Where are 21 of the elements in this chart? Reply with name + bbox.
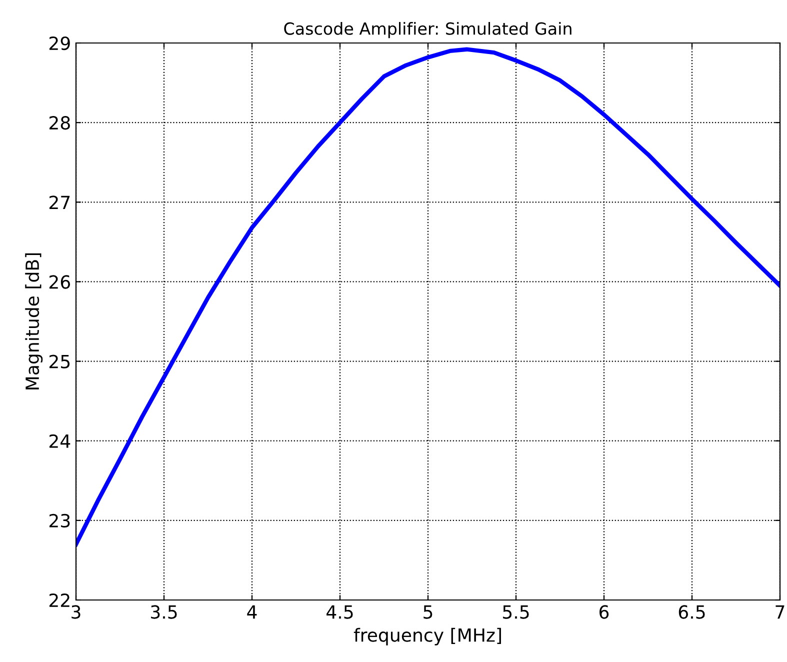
x-tick-label: 6	[600, 605, 609, 619]
x-tick-label: 7	[776, 605, 784, 619]
chart-title: Cascode Amplifier: Simulated Gain	[284, 22, 572, 38]
x-axis-title: frequency [MHz]	[354, 628, 501, 646]
x-tick-label: 5	[424, 605, 432, 619]
x-tick-label: 4.5	[326, 605, 353, 619]
x-tick-label: 6.5	[678, 605, 705, 619]
y-tick-label: 28	[49, 116, 70, 130]
x-tick-label: 3	[72, 605, 80, 619]
y-tick-label: 24	[49, 434, 70, 448]
x-tick-label: 3.5	[151, 605, 177, 619]
y-tick-label: 22	[49, 593, 70, 607]
y-tick-label: 26	[49, 275, 70, 289]
line-series	[76, 47, 780, 546]
y-tick-label: 23	[49, 514, 70, 528]
y-tick-label: 25	[49, 354, 70, 368]
x-tick-label: 5.5	[503, 605, 529, 619]
y-tick-label: 27	[49, 196, 70, 210]
x-tick-label: 4	[247, 605, 257, 619]
y-axis-title: Magnitude [dB]	[25, 253, 43, 390]
y-tick-label: 29	[49, 36, 70, 50]
